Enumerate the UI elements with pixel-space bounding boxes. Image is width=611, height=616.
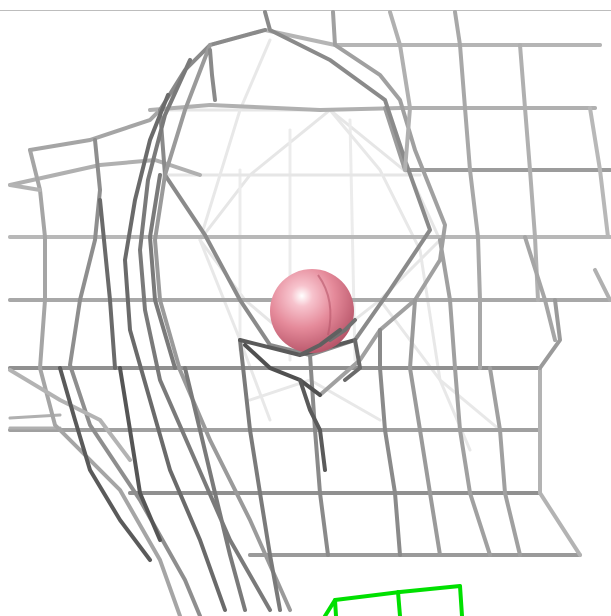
sphere-body[interactable] xyxy=(270,269,354,353)
metal-ion-sphere[interactable] xyxy=(270,269,354,353)
selection-mesh xyxy=(323,584,464,616)
sphere-shading xyxy=(317,274,332,336)
viewer-top-border xyxy=(0,10,611,11)
density-mesh-vertical xyxy=(238,10,611,612)
density-mesh-front xyxy=(298,318,357,357)
density-mesh-contours xyxy=(8,10,447,616)
